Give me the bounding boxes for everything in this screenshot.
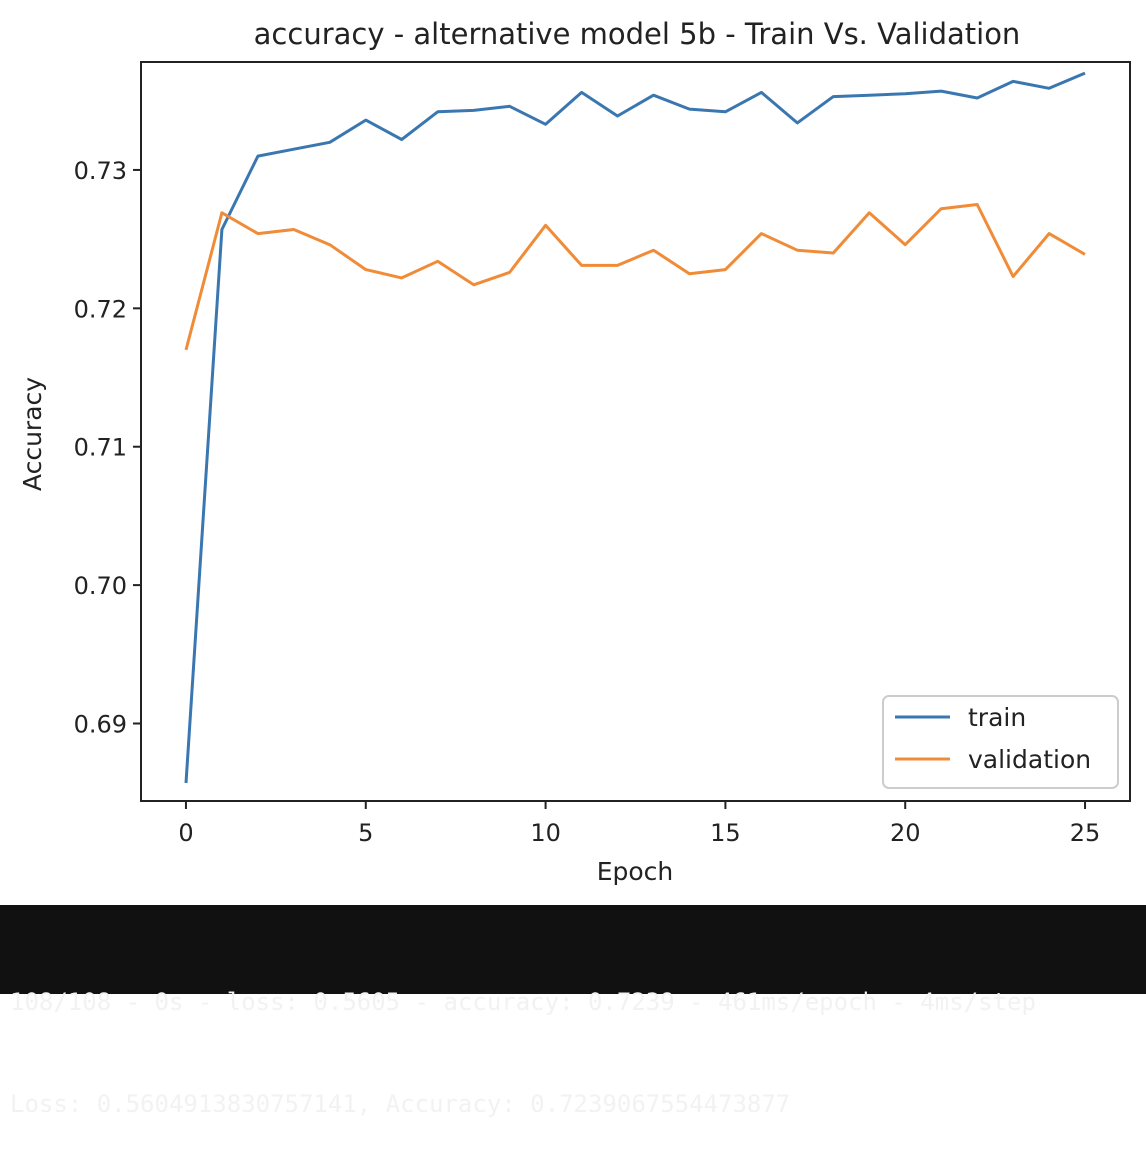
x-tick-label: 5 [358, 819, 373, 847]
console-output: 108/108 - 0s - loss: 0.5605 - accuracy: … [0, 905, 1146, 1118]
x-tick-label: 15 [710, 819, 741, 847]
legend-label-train: train [968, 703, 1026, 732]
y-tick-label: 0.73 [74, 157, 127, 185]
x-tick-label: 20 [890, 819, 921, 847]
y-tick-label: 0.72 [74, 295, 127, 323]
series-line-validation [184, 203, 1086, 351]
chart-title: accuracy - alternative model 5b - Train … [254, 17, 1021, 51]
y-tick-label: 0.71 [74, 434, 127, 462]
y-axis-ticks: 0.69 0.70 0.71 0.72 0.73 [74, 157, 141, 739]
console-eval-progress-line: 108/108 - 0s - loss: 0.5605 - accuracy: … [10, 988, 1036, 1016]
x-tick-label: 25 [1070, 819, 1101, 847]
x-axis-label: Epoch [597, 857, 674, 886]
legend-box [882, 695, 1119, 789]
console-result-line: Loss: 0.5604913830757141, Accuracy: 0.72… [10, 1090, 791, 1118]
legend: train validation [882, 695, 1119, 789]
x-tick-label: 10 [530, 819, 561, 847]
series-lines [184, 71, 1086, 784]
legend-label-validation: validation [968, 745, 1091, 774]
chart-svg: accuracy - alternative model 5b - Train … [18, 17, 1131, 886]
y-tick-label: 0.69 [74, 711, 127, 739]
plot-area-frame [140, 61, 1131, 802]
y-axis-label: Accuracy [18, 377, 47, 491]
y-tick-label: 0.70 [74, 572, 127, 600]
series-line-train [184, 71, 1086, 784]
x-axis-ticks: 0 5 10 15 20 25 [178, 801, 1100, 847]
accuracy-chart: accuracy - alternative model 5b - Train … [18, 17, 1131, 886]
x-tick-label: 0 [178, 819, 193, 847]
